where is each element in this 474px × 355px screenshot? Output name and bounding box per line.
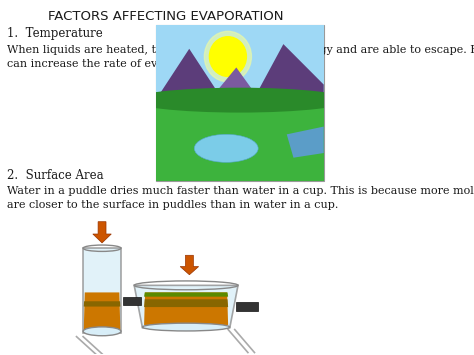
Polygon shape: [144, 293, 228, 325]
Ellipse shape: [83, 327, 121, 336]
Polygon shape: [134, 285, 238, 328]
Circle shape: [210, 37, 246, 76]
Ellipse shape: [194, 134, 258, 162]
Text: When liquids are heated, the molecules gain more energy and are able to escape. : When liquids are heated, the molecules g…: [7, 45, 474, 69]
FancyBboxPatch shape: [155, 99, 324, 181]
Polygon shape: [84, 301, 120, 307]
Polygon shape: [93, 222, 111, 243]
Polygon shape: [144, 299, 228, 307]
FancyBboxPatch shape: [123, 297, 141, 305]
Polygon shape: [144, 293, 228, 297]
Ellipse shape: [142, 323, 230, 331]
Ellipse shape: [130, 88, 349, 113]
Circle shape: [204, 31, 251, 82]
Polygon shape: [287, 127, 324, 158]
Text: 1.  Temperature: 1. Temperature: [7, 27, 103, 40]
FancyBboxPatch shape: [155, 26, 324, 103]
Polygon shape: [180, 255, 199, 275]
Text: Water in a puddle dries much faster than water in a cup. This is because more mo: Water in a puddle dries much faster than…: [7, 186, 474, 211]
Polygon shape: [84, 293, 120, 330]
Polygon shape: [83, 248, 121, 333]
Polygon shape: [155, 49, 223, 100]
Polygon shape: [210, 67, 260, 100]
FancyBboxPatch shape: [237, 302, 258, 311]
FancyBboxPatch shape: [155, 26, 324, 181]
Polygon shape: [253, 44, 324, 100]
Text: 2.  Surface Area: 2. Surface Area: [7, 169, 104, 182]
Text: FACTORS AFFECTING EVAPORATION: FACTORS AFFECTING EVAPORATION: [48, 10, 283, 22]
